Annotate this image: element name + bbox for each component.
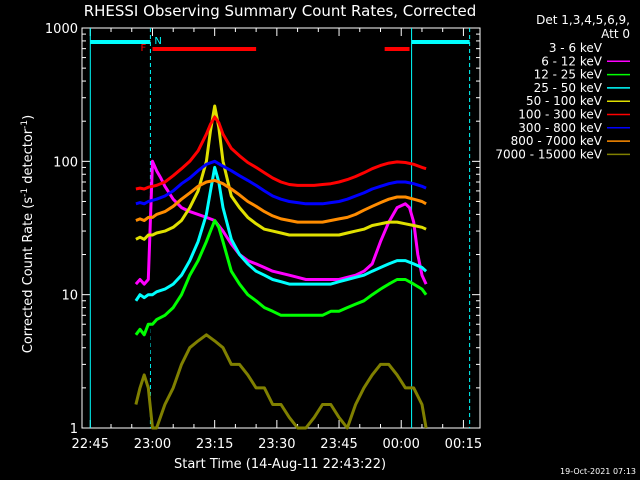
x-tick-label: 23:15 [196,437,233,452]
x-tick-label: 23:45 [320,437,357,452]
flag-n-label: N [154,36,161,47]
x-axis-label: Start Time (14-Aug-11 22:43:22) [174,457,386,472]
legend-label: 800 - 7000 keV [511,134,603,148]
y-tick-label: 100 [53,155,78,170]
legend-label: 300 - 800 keV [518,121,602,135]
plot-border [81,27,481,429]
legend-label: 6 - 12 keV [541,54,603,68]
series-line [134,219,428,337]
plot-frame [81,27,481,429]
legend-label: 100 - 300 keV [518,108,602,122]
flag-f-label: F [140,43,146,54]
x-tick-label: 00:00 [382,437,419,452]
chart-title: RHESSI Observing Summary Count Rates, Co… [84,2,477,20]
y-tick-label: 10 [61,289,78,304]
flare-bar [152,47,257,51]
legend-header-2: Att 0 [601,27,630,41]
y-tick-label: 1000 [45,22,78,37]
series-line [134,333,428,430]
legend-label: 7000 - 15000 keV [495,147,602,161]
x-tick-label: 22:45 [72,437,109,452]
y-tick-label: 1 [70,422,78,437]
series-line [135,159,427,206]
y-axis-label: Corrected Count Rate (s-1 detector-1) [20,115,36,353]
data-series [134,104,428,430]
x-tick-label: 23:30 [258,437,295,452]
series-line [134,165,428,302]
series-line [135,178,427,224]
legend-label: 50 - 100 keV [526,94,603,108]
footer-date: 19-Oct-2021 07:13 [560,467,636,476]
series-line [135,104,427,241]
legend-label: 25 - 50 keV [534,81,603,95]
x-tick-label: 23:00 [134,437,171,452]
flare-bar [384,47,410,51]
series-line [135,115,427,191]
x-axis-ticks: 22:45 23:00 23:15 23:30 23:45 00:00 00:15 [72,28,482,452]
series-line [134,159,428,286]
saa-bar [90,40,151,44]
legend-header-1: Det 1,3,4,5,6,9, [536,13,630,27]
legend-label: 3 - 6 keV [549,41,603,55]
saa-bar [411,40,470,44]
legend-label: 12 - 25 keV [534,68,603,82]
y-axis-ticks: 1 10 100 1000 [45,22,480,437]
x-tick-label: 00:15 [445,437,482,452]
